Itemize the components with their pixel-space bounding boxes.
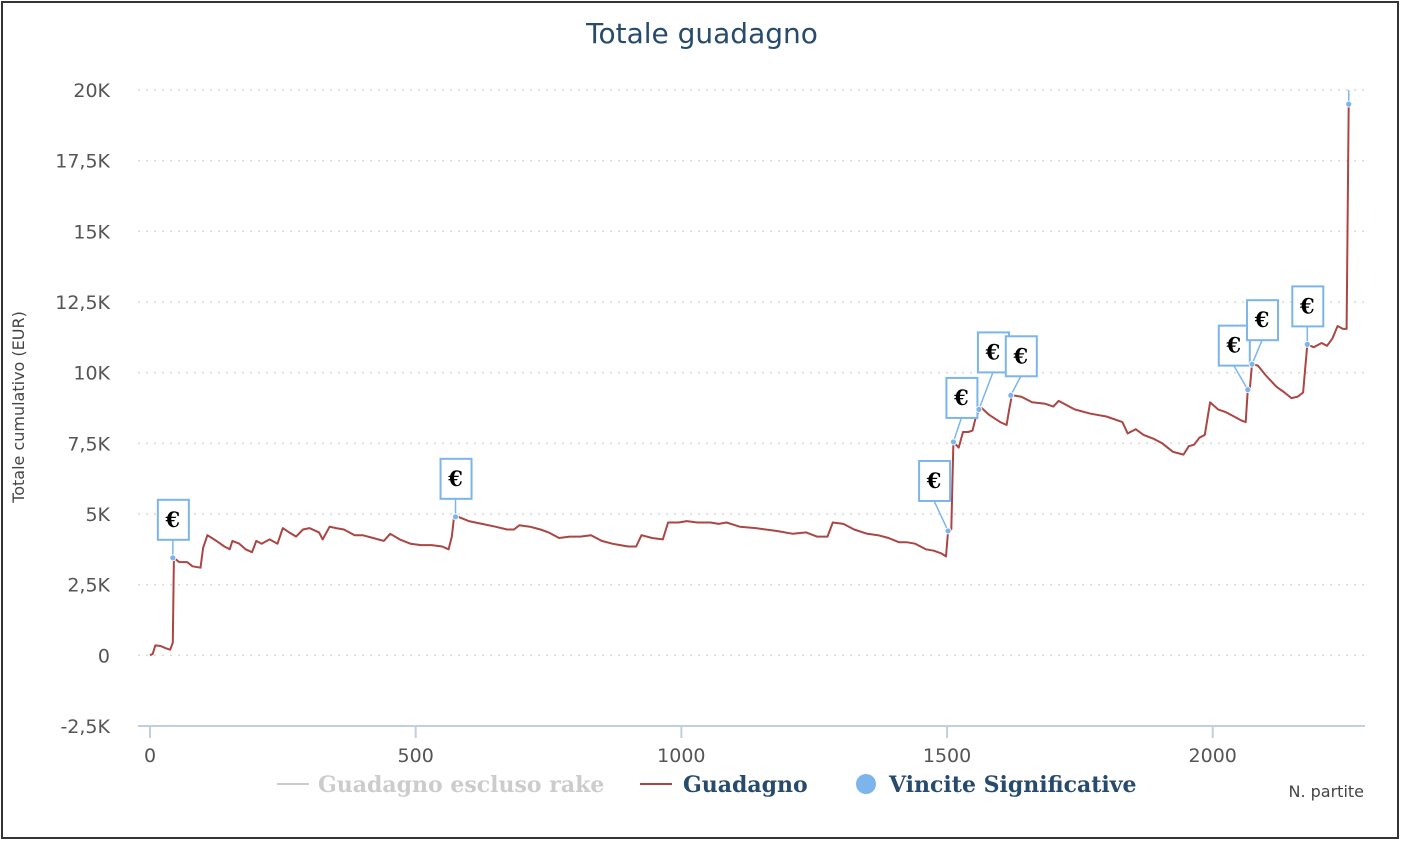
flag-significant-win[interactable]: €	[1217, 324, 1252, 394]
y-tick-label: 17,5K	[55, 151, 110, 173]
flag-box	[976, 331, 1010, 374]
x-tick-label: 1000	[657, 745, 705, 767]
significant-wins-flags[interactable]: € € € € € € € € €	[156, 90, 1353, 562]
legend-label-vincite-significative: Vincite Significative	[888, 772, 1137, 798]
y-tick-label: 12,5K	[55, 292, 110, 314]
y-axis-label: Totale cumulativo (EUR)	[9, 311, 28, 504]
flag-connector	[1251, 339, 1263, 365]
win-marker-point	[950, 438, 957, 446]
flag-connector	[952, 417, 963, 443]
flag-box	[1291, 285, 1325, 328]
x-tick-label: 2000	[1189, 745, 1237, 767]
y-tick-label: 2,5K	[67, 575, 110, 597]
y-tick-label: -2,5K	[60, 716, 110, 738]
y-tick-label: 7,5K	[67, 433, 110, 455]
y-tick-label: 15K	[73, 221, 110, 243]
win-marker-point	[452, 513, 459, 521]
flag-euro-label: €	[1225, 333, 1241, 358]
flag-significant-win[interactable]: €	[945, 376, 979, 446]
win-marker-point	[1345, 100, 1353, 108]
flag-box	[1246, 299, 1280, 342]
flag-box	[945, 376, 979, 419]
y-tick-label: 20K	[73, 80, 110, 102]
x-tick-label: 1500	[923, 745, 971, 767]
flag-euro-label: €	[985, 339, 1001, 364]
series-guadagno	[149, 104, 1350, 657]
flag-euro-label: €	[1254, 307, 1270, 332]
y-tick-label: 5K	[85, 504, 110, 526]
legend-item-vincite-significative[interactable]: Vincite Significative	[856, 772, 1137, 798]
flag-box	[1217, 324, 1251, 367]
legend-item-guadagno-escluso-rake[interactable]: Guadagno escluso rake	[277, 772, 604, 798]
win-marker-point	[1007, 391, 1015, 399]
win-marker-point	[944, 527, 952, 535]
y-tick-label: 10K	[73, 363, 110, 385]
win-marker-point	[1248, 360, 1256, 368]
x-axis-label: N. partite	[1288, 782, 1364, 801]
y-tick-label: 0	[98, 645, 110, 667]
flag-significant-win[interactable]: €	[1291, 285, 1325, 348]
flag-significant-win[interactable]: €	[1246, 299, 1280, 368]
flag-connector	[978, 372, 994, 410]
win-marker-point	[1303, 340, 1311, 348]
flag-significant-win[interactable]: €	[918, 459, 952, 535]
legend-circle-icon	[856, 774, 876, 794]
legend-label-guadagno: Guadagno	[683, 772, 808, 798]
flag-euro-label: €	[953, 385, 969, 410]
win-marker-point	[169, 554, 177, 562]
flag-significant-win[interactable]	[1345, 90, 1353, 108]
win-marker-point	[975, 406, 983, 413]
legend: Guadagno escluso rake Guadagno Vincite S…	[277, 772, 1137, 798]
flag-connector	[1233, 365, 1249, 391]
legend-label-guadagno-escluso-rake: Guadagno escluso rake	[318, 772, 604, 798]
flag-significant-win[interactable]: €	[975, 331, 1010, 413]
legend-item-guadagno[interactable]: Guadagno	[640, 772, 808, 798]
flag-box	[1004, 335, 1038, 378]
flag-euro-label: €	[165, 507, 181, 532]
chart-title: Totale guadagno	[585, 17, 818, 50]
flag-box	[439, 457, 473, 500]
x-tick-label: 0	[144, 745, 156, 767]
flag-euro-label: €	[1299, 293, 1315, 318]
flag-box	[156, 498, 190, 541]
x-tick-label: 500	[398, 745, 434, 767]
flag-box	[918, 459, 952, 502]
flag-connector	[933, 500, 949, 532]
flag-euro-label: €	[447, 466, 463, 491]
x-axis: 0 500 1000 1500 2000	[138, 725, 1365, 767]
grid-lines	[138, 89, 1365, 657]
series-line-guadagno	[149, 104, 1350, 657]
flag-significant-win[interactable]: €	[1004, 335, 1038, 399]
flag-significant-win[interactable]: €	[156, 498, 190, 562]
flag-euro-label: €	[926, 468, 942, 493]
y-axis-ticks: -2,5K 0 2,5K 5K 7,5K 10K 12,5K 15K 17,5K 20K	[55, 80, 110, 738]
win-marker-point	[1244, 386, 1252, 394]
flag-significant-win[interactable]: €	[439, 457, 473, 521]
flag-euro-label: €	[1012, 343, 1028, 368]
flag-connector	[1010, 375, 1022, 396]
